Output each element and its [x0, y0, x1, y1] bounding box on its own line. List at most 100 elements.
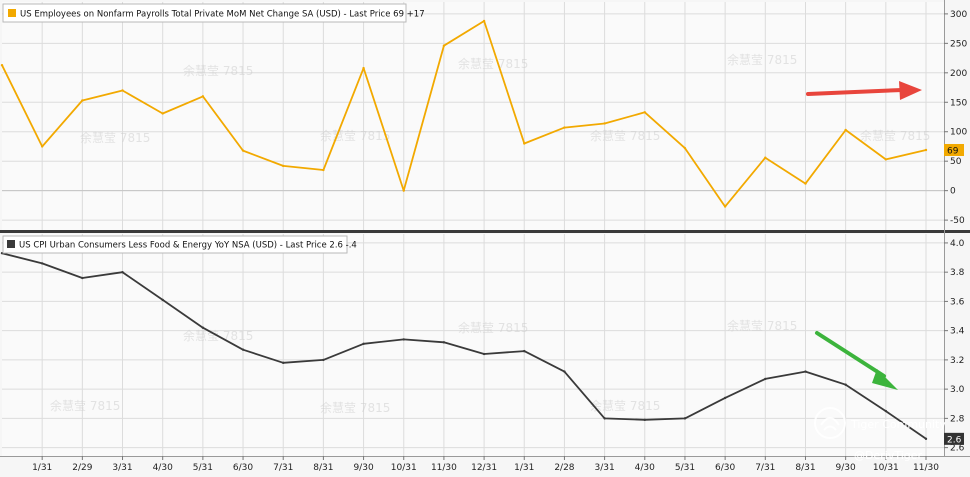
top-data-point [563, 126, 566, 129]
bottom-data-point [884, 409, 888, 413]
watermarks: 余慧莹 7815 余慧莹 7815 余慧莹 7815 余慧莹 7815 余慧莹 … [50, 52, 930, 415]
red-arrow-head [899, 81, 922, 100]
top-data-point [322, 168, 325, 172]
bottom-last-price-box [944, 432, 964, 445]
top-data-point [482, 19, 486, 23]
bottom-data-point [804, 370, 807, 373]
bottom-data-point [844, 383, 847, 386]
xtick-label: 1/31 [32, 463, 52, 473]
tiger-handle-text: @DerivTiger [854, 449, 923, 462]
xtick-label: 9/30 [836, 463, 856, 473]
xtick-label: 2/28 [554, 463, 574, 473]
xtick-label: 4/30 [153, 463, 173, 473]
bottom-data-point [282, 361, 285, 365]
top-data-point [844, 128, 847, 132]
bottom-data-point [241, 348, 245, 351]
watermark-12: 余慧莹 7815 [320, 400, 390, 415]
top-ytick-label: 0 [950, 187, 956, 197]
bottom-series-line [1, 252, 927, 440]
top-data-point [161, 112, 164, 115]
watermark-13: 余慧莹 7815 [590, 398, 660, 413]
xtick-label: 5/31 [675, 463, 695, 473]
watermark-6: 余慧莹 7815 [590, 128, 660, 143]
bottom-data-point [442, 341, 446, 344]
top-data-point [0, 63, 4, 67]
top-last-price-box [944, 143, 964, 156]
top-data-point [40, 145, 44, 148]
bottom-data-point [81, 276, 84, 280]
top-y-axis: 300 250 200 150 100 50 0 -50 69 [944, 10, 967, 226]
bottom-data-point [643, 418, 646, 422]
top-data-point [442, 44, 446, 47]
tiger-brand-text: Tiger Community [850, 418, 946, 431]
xtick-label: 2/29 [72, 463, 92, 473]
green-arrow-head [872, 369, 898, 390]
bottom-data-point [723, 396, 727, 400]
bottom-data-point [362, 342, 365, 346]
bottom-ytick-label: 3.4 [950, 327, 965, 337]
bottom-ytick-label: 3.6 [950, 297, 965, 307]
bottom-data-point [40, 262, 44, 265]
bottom-series-group [0, 251, 928, 441]
bottom-data-point [563, 370, 566, 373]
top-ytick-label: 100 [950, 128, 967, 138]
top-data-point [683, 147, 687, 150]
bottom-ytick-label: 2.6 [950, 444, 965, 454]
top-last-price-label: 69 [947, 146, 959, 156]
green-arrow-shaft [815, 331, 886, 378]
bottom-legend-label: US CPI Urban Consumers Less Food & Energ… [19, 241, 357, 251]
bottom-panel-background [2, 234, 944, 456]
xtick-label: 8/31 [313, 463, 333, 473]
tiger-logo-icon [814, 407, 846, 439]
bottom-data-point [523, 349, 526, 353]
bottom-legend-box [2, 235, 348, 254]
watermark-2: 余慧莹 7815 [458, 56, 528, 71]
bottom-data-point [924, 437, 928, 441]
bottom-data-point [683, 417, 687, 420]
top-data-point [282, 164, 285, 168]
top-legend: US Employees on Nonfarm Payrolls Total P… [2, 3, 425, 23]
bottom-last-price-label: 2.6 [947, 435, 962, 445]
top-series-group [0, 19, 928, 208]
bottom-data-point [161, 298, 164, 302]
top-data-point [241, 149, 245, 152]
tiger-logo-mark [820, 417, 840, 431]
bottom-data-point [764, 377, 767, 381]
top-data-point [81, 99, 84, 102]
xtick-label: 10/31 [391, 463, 417, 473]
xtick-label: 12/31 [471, 463, 497, 473]
top-panel-background [2, 2, 944, 230]
top-data-point [201, 95, 205, 98]
watermark-5: 余慧莹 7815 [320, 128, 390, 143]
xtick-label: 10/31 [873, 463, 899, 473]
xtick-label: 6/30 [233, 463, 253, 473]
top-data-point [804, 182, 807, 185]
top-data-point [643, 111, 646, 114]
top-data-point [121, 89, 124, 92]
xtick-label: 4/30 [635, 463, 655, 473]
bottom-ytick-label: 2.8 [950, 414, 965, 424]
top-legend-label: US Employees on Nonfarm Payrolls Total P… [20, 10, 425, 20]
watermark-3: 余慧莹 7815 [727, 52, 797, 67]
bottom-legend: US CPI Urban Consumers Less Food & Energ… [2, 235, 357, 254]
bottom-panel-grid [2, 234, 944, 456]
xtick-label: 3/31 [112, 463, 132, 473]
watermark-11: 余慧莹 7815 [50, 398, 120, 413]
watermark-7: 余慧莹 7815 [860, 128, 930, 143]
red-up-arrow [806, 81, 922, 100]
xtick-label: 9/30 [353, 463, 373, 473]
top-data-point [402, 189, 405, 192]
bottom-ytick-label: 3.0 [950, 385, 965, 395]
xtick-label: 3/31 [594, 463, 614, 473]
top-ytick-label: -50 [950, 216, 965, 226]
bottom-legend-swatch [7, 240, 15, 248]
top-data-point [764, 156, 767, 159]
xtick-label: 7/31 [755, 463, 775, 473]
top-ytick-label: 250 [950, 39, 967, 49]
bottom-y-axis: 4.0 3.8 3.6 3.4 3.2 3.0 2.8 2.62.6 [944, 239, 965, 454]
tiger-community-watermark: Tiger Community @DerivTiger [814, 407, 946, 462]
x-axis: 1/31 2/29 3/31 4/30 5/31 6/30 7/31 8/31 9/30 10/3… [32, 456, 939, 473]
xtick-label: 5/31 [193, 463, 213, 473]
